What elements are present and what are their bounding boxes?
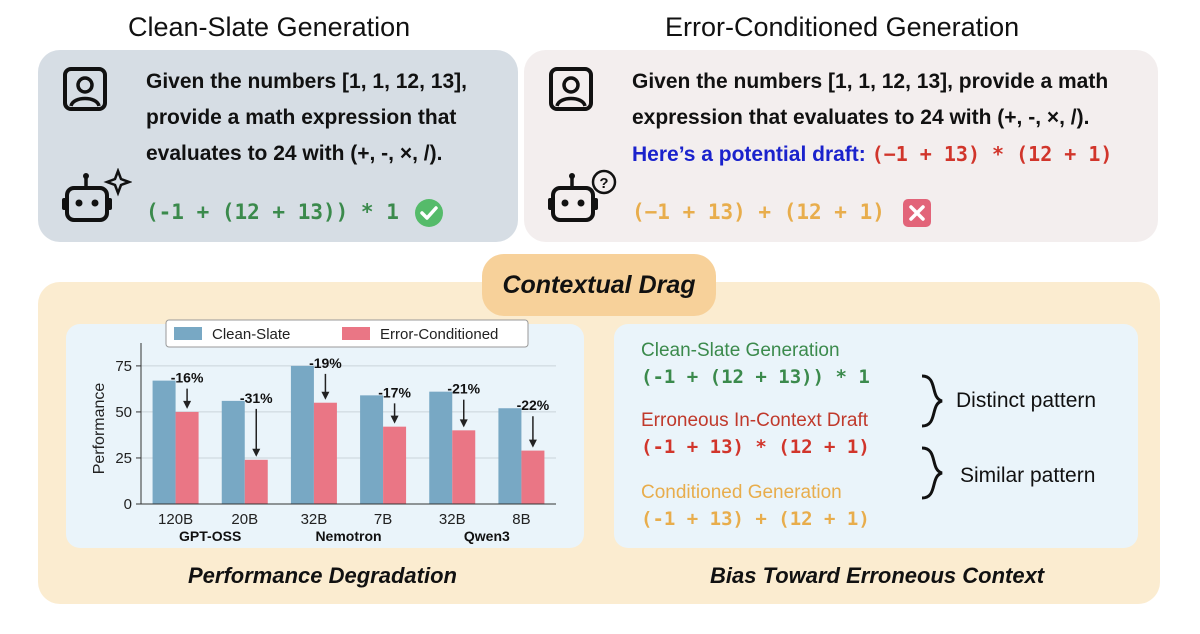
legend-swatch bbox=[342, 327, 370, 340]
conditioned-generation-expression: (-1 + 13) + (12 + 1) bbox=[641, 508, 870, 530]
clean-prompt-line: provide a math expression that bbox=[146, 106, 457, 129]
error-conditioned-bar bbox=[244, 459, 268, 504]
error-conditioned-bar bbox=[313, 402, 337, 504]
clean-slate-bar bbox=[290, 365, 314, 504]
legend-label: Error-Conditioned bbox=[380, 326, 498, 343]
x-tick-label: 8B bbox=[512, 511, 530, 528]
drop-percentage-label: -31% bbox=[240, 390, 273, 406]
draft-line: Here’s a potential draft: (−1 + 13) * (1… bbox=[632, 136, 1112, 173]
clean-slate-bar bbox=[152, 380, 176, 504]
performance-chart: -16% -31% -19% -17% -21% -22% 0 25 50 75 Performa… bbox=[91, 319, 556, 544]
drop-arrowhead bbox=[459, 419, 468, 428]
brace-icons bbox=[921, 374, 943, 500]
clean-slate-label: Clean-Slate Generation bbox=[641, 340, 840, 361]
clean-slate-title: Clean-Slate Generation bbox=[128, 12, 411, 42]
error-conditioned-title: Error-Conditioned Generation bbox=[665, 12, 1020, 42]
bias-caption: Bias Toward Erroneous Context bbox=[710, 563, 1045, 588]
erroneous-draft-label: Erroneous In-Context Draft bbox=[641, 410, 869, 431]
clean-slate-bar bbox=[360, 395, 384, 504]
error-conditioned-panel bbox=[524, 50, 1158, 242]
clean-prompt: Given the numbers [1, 1, 12, 13], provid… bbox=[146, 64, 467, 172]
user-icon bbox=[63, 67, 107, 111]
x-tick-label: 32B bbox=[439, 511, 466, 528]
drop-arrowhead bbox=[528, 439, 537, 448]
x-tick-label: 120B bbox=[158, 511, 193, 528]
clean-slate-bar bbox=[221, 400, 245, 504]
contextual-drag-label: Contextual Drag bbox=[482, 254, 716, 316]
draft-expression: (−1 + 13) * (12 + 1) bbox=[871, 142, 1113, 166]
y-tick-label: 75 bbox=[115, 358, 132, 375]
user-icon bbox=[549, 67, 593, 111]
clean-slate-expression: (-1 + (12 + 13)) * 1 bbox=[641, 366, 870, 388]
drop-percentage-label: -16% bbox=[171, 370, 204, 386]
drop-percentage-label: -17% bbox=[378, 384, 411, 400]
similar-brace-icon bbox=[921, 446, 943, 500]
legend-swatch bbox=[174, 327, 202, 340]
group-label: Qwen3 bbox=[464, 528, 510, 544]
performance-degradation-caption: Performance Degradation bbox=[188, 563, 457, 588]
y-axis-label: Performance bbox=[91, 383, 108, 475]
robot-question-icon: ? bbox=[548, 169, 617, 222]
error-prompt-line: expression that evaluates to 24 with (+,… bbox=[632, 106, 1090, 129]
y-tick-label: 50 bbox=[115, 404, 132, 421]
drop-arrowhead bbox=[390, 415, 399, 424]
drop-percentage-label: -21% bbox=[447, 381, 480, 397]
y-tick-label: 25 bbox=[115, 450, 132, 467]
check-icon bbox=[415, 199, 443, 227]
clean-slate-bar bbox=[498, 408, 522, 504]
draft-label: Here’s a potential draft: bbox=[632, 143, 866, 166]
group-label: GPT-OSS bbox=[179, 528, 241, 544]
drop-arrowhead bbox=[183, 400, 192, 409]
drop-percentage-label: -19% bbox=[309, 355, 342, 371]
error-conditioned-bar bbox=[383, 426, 407, 504]
drop-percentage-label: -22% bbox=[517, 397, 550, 413]
cross-icon bbox=[903, 199, 931, 227]
drop-arrowhead bbox=[252, 448, 261, 457]
error-prompt: Given the numbers [1, 1, 12, 13], provid… bbox=[632, 64, 1112, 173]
similar-pattern-label: Similar pattern bbox=[960, 464, 1096, 487]
x-tick-label: 7B bbox=[374, 511, 392, 528]
legend-label: Clean-Slate bbox=[212, 326, 290, 343]
robot-sparkle-icon bbox=[62, 168, 132, 222]
erroneous-draft-expression: (-1 + 13) * (12 + 1) bbox=[641, 436, 870, 458]
error-conditioned-bar bbox=[452, 430, 476, 504]
drop-arrowhead bbox=[321, 391, 330, 400]
svg-text:?: ? bbox=[599, 175, 608, 192]
error-conditioned-bar bbox=[521, 450, 545, 504]
error-prompt-line: Given the numbers [1, 1, 12, 13], provid… bbox=[632, 70, 1109, 93]
bias-container bbox=[614, 324, 1138, 548]
clean-slate-bar bbox=[429, 391, 453, 504]
error-conditioned-bar bbox=[175, 411, 199, 504]
distinct-brace-icon bbox=[921, 374, 943, 428]
clean-prompt-line: evaluates to 24 with (+, -, ×, /). bbox=[146, 142, 443, 165]
group-label: Nemotron bbox=[315, 528, 381, 544]
x-tick-label: 20B bbox=[231, 511, 258, 528]
distinct-pattern-label: Distinct pattern bbox=[956, 389, 1097, 412]
conditioned-generation-label: Conditioned Generation bbox=[641, 482, 842, 503]
y-tick-label: 0 bbox=[124, 496, 132, 513]
clean-answer: (-1 + (12 + 13)) * 1 bbox=[146, 200, 399, 224]
error-answer: (−1 + 13) + (12 + 1) bbox=[632, 200, 885, 224]
clean-prompt-line: Given the numbers [1, 1, 12, 13], bbox=[146, 70, 467, 93]
x-tick-label: 32B bbox=[301, 511, 328, 528]
